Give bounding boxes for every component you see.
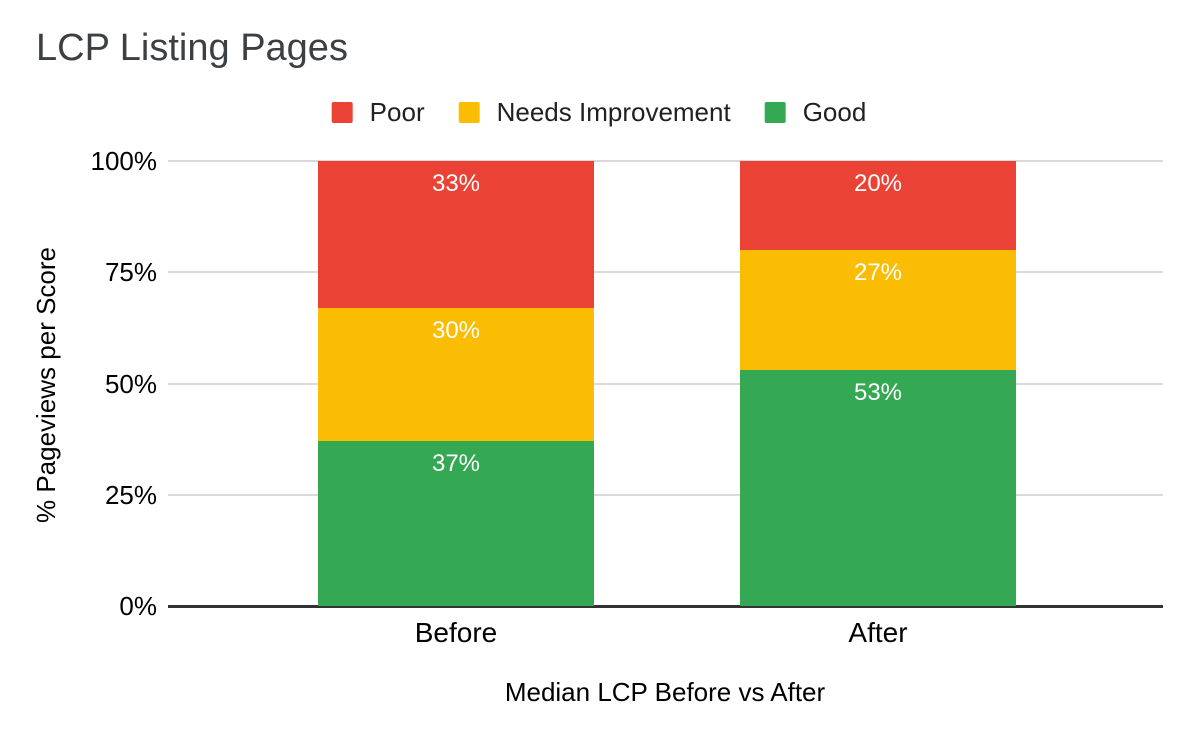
segment-after-poor: 20% [740,161,1016,250]
gridline-25% [168,493,1163,496]
x-category-label-after: After [848,617,908,648]
legend-swatch-good [764,101,786,123]
chart-title: LCP Listing Pages [36,27,348,69]
y-axis-title: % Pageviews per Score [31,246,61,524]
segment-after-needs-improvement: 27% [740,250,1016,370]
segment-value-label: 37% [431,450,481,477]
segment-before-good: 37% [318,441,594,606]
segment-value-label: 27% [853,259,903,286]
legend-swatch-poor [331,101,353,123]
legend-item-poor: Poor [331,97,425,127]
legend-swatch-needs-improvement [458,101,480,123]
legend: Poor Needs Improvement Good [331,97,867,127]
segment-after-good: 53% [740,370,1016,606]
bar-before: 33% 30% 37% [318,161,594,606]
y-tick-label-50%: 50% [104,368,157,399]
x-category-label-before: Before [414,617,498,648]
legend-item-good: Good [764,97,867,127]
segment-before-poor: 33% [318,161,594,308]
segment-value-label: 20% [853,170,903,197]
y-tick-label-0%: 0% [119,591,157,621]
segment-value-label: 33% [431,170,481,197]
gridline-75% [168,271,1163,274]
gridline-100% [168,160,1163,162]
legend-item-needs-improvement: Needs Improvement [458,97,731,127]
segment-value-label: 30% [431,317,481,344]
gridline-50% [168,382,1163,385]
x-axis-line [168,605,1163,608]
legend-label: Poor [369,97,425,127]
segment-value-label: 53% [853,379,903,406]
legend-label: Good [802,97,867,127]
y-tick-label-100%: 100% [90,146,158,176]
y-tick-label-25%: 25% [104,479,157,510]
legend-label: Needs Improvement [496,97,731,127]
x-axis-title: Median LCP Before vs After [504,677,826,707]
y-tick-label-75%: 75% [104,257,157,288]
segment-before-needs-improvement: 30% [318,308,594,441]
bar-after: 20% 27% 53% [740,161,1016,606]
